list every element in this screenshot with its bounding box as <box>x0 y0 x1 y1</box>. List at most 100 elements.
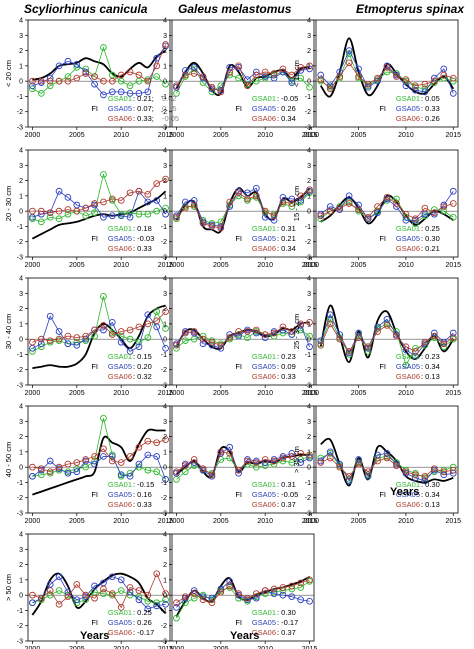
data-point-gsa06 <box>217 588 225 596</box>
series-line-gsa05 <box>176 66 310 91</box>
y-tick-label: 3 <box>307 419 311 426</box>
data-point-gsa05 <box>64 57 72 65</box>
x-tick-label: 2010 <box>113 132 129 139</box>
data-point-gsa06 <box>82 456 90 463</box>
data-point-gsa06 <box>73 207 81 215</box>
data-point-gsa06 <box>135 71 143 79</box>
data-point-gsa01 <box>226 454 234 462</box>
data-point-gsa06 <box>279 584 287 591</box>
x-tick-label: 2005 <box>69 390 85 397</box>
data-point-gsa06 <box>55 600 63 608</box>
y-tick-label: 4 <box>19 532 23 539</box>
y-tick-label: -2 <box>161 239 167 246</box>
legend-value: : -0.17 <box>277 618 298 627</box>
data-point-gsa05 <box>252 594 260 602</box>
data-point-gsa05 <box>135 596 143 604</box>
data-point-gsa01 <box>100 292 107 300</box>
data-point-gsa06 <box>440 71 448 79</box>
series-line-gsa01 <box>176 68 310 94</box>
data-point-gsa05 <box>306 454 313 462</box>
y-tick-label: -2 <box>305 367 311 374</box>
data-point-gsa06 <box>64 593 72 601</box>
data-point-gsa06 <box>235 62 242 70</box>
data-point-gsa01 <box>135 338 143 346</box>
legend-label-gsa01: GSA01 <box>108 480 132 489</box>
x-tick-label: 2000 <box>25 646 41 649</box>
legend-label-gsa05: GSA05 <box>108 362 132 371</box>
data-point-gsa06 <box>336 73 344 80</box>
y-tick-label: 2 <box>163 562 167 569</box>
data-point-gsa06 <box>173 599 180 607</box>
data-point-gsa06 <box>29 463 36 471</box>
legend-value: : 0.07; <box>133 104 154 113</box>
y-tick-label: 2 <box>19 562 23 569</box>
y-tick-label: 3 <box>307 33 311 40</box>
data-point-gsa06 <box>244 195 251 203</box>
y-tick-label: -2 <box>161 495 167 502</box>
data-point-gsa06 <box>288 582 296 590</box>
legend-label-gsa01: GSA01 <box>396 94 420 103</box>
data-point-gsa06 <box>217 448 225 456</box>
data-point-gsa05 <box>270 216 278 224</box>
y-tick-label: 3 <box>19 547 23 554</box>
legend-value: : 0.25 <box>421 224 440 233</box>
x-axis-label-col2: Years <box>230 630 260 642</box>
y-tick-label: -1 <box>17 480 23 487</box>
data-point-gsa01 <box>100 44 107 51</box>
data-point-gsa06 <box>402 210 410 218</box>
data-point-gsa06 <box>91 326 98 334</box>
data-point-gsa06 <box>226 334 234 341</box>
data-point-gsa01 <box>402 361 410 369</box>
data-point-gsa05 <box>64 340 72 348</box>
data-point-gsa05 <box>288 195 296 203</box>
panel-frame <box>315 19 459 128</box>
data-point-gsa06 <box>108 77 116 85</box>
y-tick-label: -3 <box>161 383 167 390</box>
legend-label-gsa05: GSA05 <box>108 490 132 499</box>
data-point-gsa05 <box>364 472 372 480</box>
data-point-gsa06 <box>64 460 72 468</box>
legend-fi-label: FI <box>235 618 242 627</box>
x-tick-label: 2005 <box>213 390 229 397</box>
series-line-gsa06 <box>176 321 310 346</box>
data-point-gsa01 <box>117 587 125 594</box>
data-point-gsa05 <box>374 323 381 331</box>
legend-label-gsa05: GSA05 <box>396 234 420 243</box>
y-tick-label: 1 <box>19 321 23 328</box>
y-axis-label: > 35 cm <box>292 446 301 473</box>
legend-label-gsa05: GSA05 <box>396 490 420 499</box>
chart-panel: -3 -2 -1 0 1 2 3 4 2000 2005 2010 2015 < 15 cm GSA01:… <box>292 18 461 140</box>
x-tick-label: 2015 <box>445 518 461 525</box>
data-point-gsa06 <box>64 206 72 213</box>
data-point-gsa06 <box>421 472 429 480</box>
legend-value: : 0.34 <box>421 362 440 371</box>
data-point-gsa01 <box>46 82 54 90</box>
y-tick-label: 0 <box>163 465 167 472</box>
data-point-gsa06 <box>355 460 362 468</box>
y-tick-label: 4 <box>163 532 167 539</box>
data-point-gsa01 <box>100 171 107 178</box>
data-point-gsa06 <box>162 590 169 597</box>
data-point-gsa06 <box>217 224 225 232</box>
data-point-gsa06 <box>82 204 90 212</box>
series-line-gsa06 <box>32 311 166 343</box>
data-point-gsa06 <box>297 64 305 71</box>
y-axis-label: 25 - 35 cm <box>292 314 301 349</box>
x-tick-label: 2005 <box>69 132 85 139</box>
column-title-galeus: Galeus melastomus <box>178 2 292 16</box>
data-point-gsa06 <box>364 213 372 221</box>
series-line-gsa06 <box>32 44 166 82</box>
legend-label-gsa05: GSA05 <box>252 234 276 243</box>
data-point-gsa06 <box>190 328 198 335</box>
data-point-gsa05 <box>449 187 457 195</box>
legend-fi-label: FI <box>91 362 98 371</box>
data-point-gsa01 <box>297 74 305 82</box>
series-line-gsa01 <box>32 173 166 223</box>
legend-value: : 0.31 <box>277 480 296 489</box>
y-tick-label: -3 <box>305 383 311 390</box>
data-point-gsa05 <box>117 576 125 584</box>
data-point-gsa01 <box>55 215 63 223</box>
data-point-gsa06 <box>364 468 372 476</box>
y-tick-label: 1 <box>307 63 311 70</box>
